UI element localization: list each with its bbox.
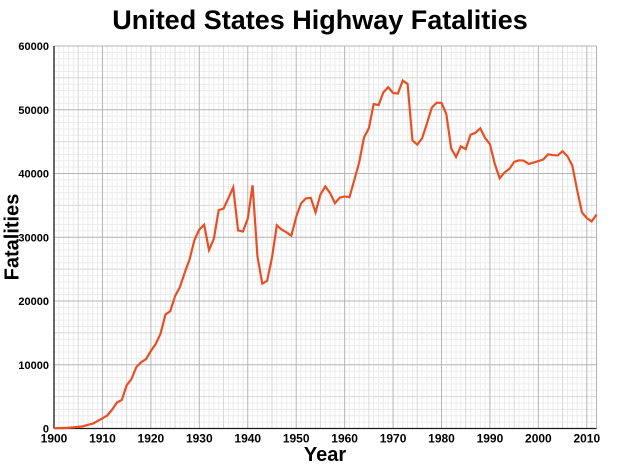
axis-lines	[53, 46, 597, 430]
x-tick-label: 1930	[186, 432, 213, 446]
fatalities-line	[53, 78, 598, 430]
chart-title: United States Highway Fatalities	[112, 5, 528, 35]
y-tick-label: 40000	[18, 169, 49, 181]
x-tick-label: 1940	[234, 432, 261, 446]
x-tick-label: 1960	[331, 432, 358, 446]
x-tick-label: 1910	[89, 432, 116, 446]
x-tick-label: 1980	[428, 432, 455, 446]
x-tick-labels: 1900 1910 1920 1930 1940 1950 1960 1970 1980 1990…	[41, 432, 601, 446]
plot-frame	[54, 45, 597, 429]
x-tick-label: 1900	[41, 432, 68, 446]
x-tick-label: 2010	[573, 432, 600, 446]
fatalities-line-series	[53, 78, 598, 430]
y-tick-label: 50000	[18, 105, 49, 117]
x-axis-title: Year	[303, 444, 347, 466]
x-tick-label: 1990	[477, 432, 504, 446]
x-tick-label: 1950	[283, 432, 310, 446]
y-tick-label: 0	[43, 424, 49, 436]
y-tick-label: 10000	[18, 360, 49, 372]
x-tick-label: 1920	[138, 432, 165, 446]
y-tick-label: 20000	[18, 296, 49, 308]
y-tick-labels: 0 10000 20000 30000 40000 50000 60000	[18, 41, 49, 436]
x-tick-label: 2000	[525, 432, 552, 446]
y-tick-label: 30000	[18, 232, 49, 244]
y-tick-label: 60000	[18, 41, 49, 53]
x-tick-label: 1970	[380, 432, 407, 446]
